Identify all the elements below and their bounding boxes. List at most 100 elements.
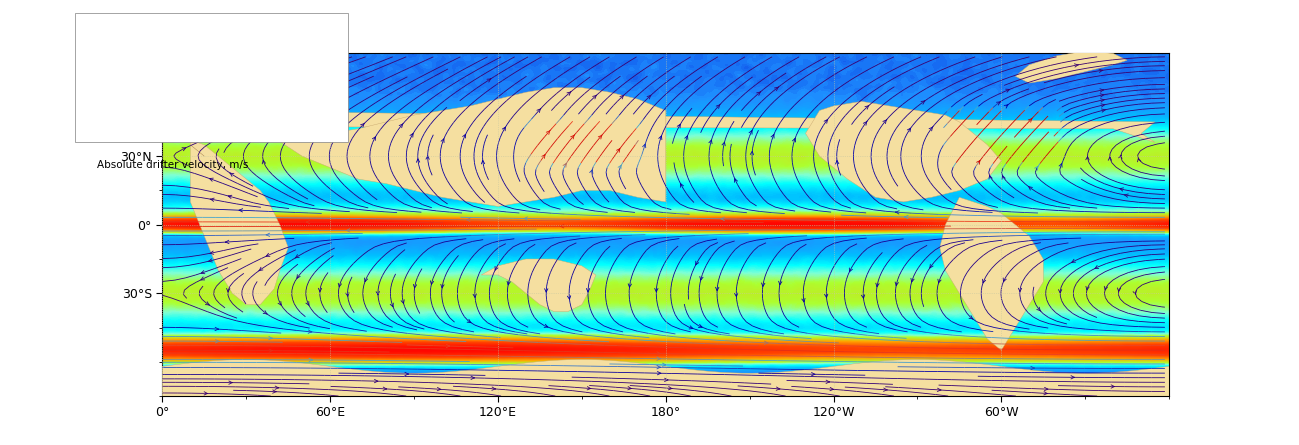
FancyArrowPatch shape — [1095, 266, 1099, 268]
Polygon shape — [191, 88, 666, 206]
FancyArrowPatch shape — [523, 217, 527, 220]
FancyArrowPatch shape — [801, 298, 805, 302]
FancyArrowPatch shape — [825, 294, 827, 298]
FancyArrowPatch shape — [430, 281, 434, 284]
FancyArrowPatch shape — [307, 220, 309, 224]
FancyArrowPatch shape — [201, 277, 205, 280]
FancyArrowPatch shape — [777, 387, 779, 390]
FancyArrowPatch shape — [722, 142, 725, 146]
FancyArrowPatch shape — [346, 293, 349, 296]
FancyArrowPatch shape — [592, 95, 596, 99]
FancyArrowPatch shape — [495, 267, 498, 270]
FancyArrowPatch shape — [1029, 186, 1033, 190]
FancyArrowPatch shape — [1034, 166, 1038, 170]
FancyArrowPatch shape — [1005, 89, 1009, 92]
FancyArrowPatch shape — [255, 135, 259, 138]
FancyArrowPatch shape — [209, 65, 213, 68]
FancyArrowPatch shape — [209, 178, 213, 181]
FancyArrowPatch shape — [774, 87, 778, 91]
FancyArrowPatch shape — [377, 291, 379, 295]
FancyArrowPatch shape — [1120, 188, 1124, 191]
FancyArrowPatch shape — [275, 386, 278, 389]
FancyArrowPatch shape — [756, 92, 761, 95]
FancyArrowPatch shape — [269, 349, 273, 352]
FancyArrowPatch shape — [647, 95, 651, 99]
FancyArrowPatch shape — [750, 130, 752, 134]
FancyArrowPatch shape — [374, 380, 378, 383]
FancyArrowPatch shape — [643, 144, 646, 148]
FancyArrowPatch shape — [201, 271, 205, 274]
FancyArrowPatch shape — [907, 128, 911, 132]
FancyArrowPatch shape — [440, 284, 444, 288]
FancyArrowPatch shape — [989, 175, 992, 179]
FancyArrowPatch shape — [883, 388, 887, 391]
FancyArrowPatch shape — [297, 275, 300, 278]
FancyArrowPatch shape — [373, 137, 375, 141]
FancyArrowPatch shape — [266, 233, 270, 236]
FancyArrowPatch shape — [681, 184, 683, 187]
FancyArrowPatch shape — [977, 161, 979, 164]
FancyArrowPatch shape — [657, 352, 660, 355]
FancyArrowPatch shape — [657, 357, 660, 360]
FancyArrowPatch shape — [1124, 194, 1129, 197]
FancyArrowPatch shape — [308, 330, 312, 333]
FancyArrowPatch shape — [792, 138, 795, 142]
Polygon shape — [939, 197, 1043, 350]
FancyArrowPatch shape — [1059, 164, 1063, 167]
FancyArrowPatch shape — [938, 279, 940, 283]
FancyArrowPatch shape — [911, 278, 914, 282]
FancyArrowPatch shape — [466, 218, 470, 222]
FancyArrowPatch shape — [566, 92, 572, 95]
FancyArrowPatch shape — [830, 388, 834, 391]
FancyArrowPatch shape — [876, 283, 879, 287]
FancyArrowPatch shape — [212, 110, 216, 113]
FancyArrowPatch shape — [212, 105, 216, 109]
FancyArrowPatch shape — [677, 124, 681, 128]
FancyArrowPatch shape — [365, 278, 368, 282]
FancyArrowPatch shape — [269, 336, 273, 340]
FancyArrowPatch shape — [462, 134, 465, 138]
FancyArrowPatch shape — [230, 173, 234, 176]
FancyArrowPatch shape — [620, 95, 624, 99]
FancyArrowPatch shape — [442, 139, 444, 142]
FancyArrowPatch shape — [1002, 176, 1005, 179]
FancyArrowPatch shape — [957, 109, 961, 113]
FancyArrowPatch shape — [590, 170, 592, 174]
FancyArrowPatch shape — [716, 104, 720, 109]
FancyArrowPatch shape — [1070, 376, 1074, 379]
FancyArrowPatch shape — [205, 302, 209, 305]
FancyArrowPatch shape — [309, 358, 313, 362]
FancyArrowPatch shape — [1086, 286, 1089, 290]
FancyArrowPatch shape — [226, 240, 229, 243]
FancyArrowPatch shape — [259, 267, 262, 271]
FancyArrowPatch shape — [930, 264, 933, 268]
FancyArrowPatch shape — [1111, 385, 1115, 388]
FancyArrowPatch shape — [921, 101, 925, 104]
FancyArrowPatch shape — [447, 344, 449, 348]
FancyArrowPatch shape — [262, 160, 265, 164]
FancyArrowPatch shape — [438, 388, 440, 391]
FancyArrowPatch shape — [390, 303, 394, 307]
FancyArrowPatch shape — [487, 79, 491, 82]
FancyArrowPatch shape — [347, 229, 349, 232]
FancyArrowPatch shape — [278, 99, 282, 102]
FancyArrowPatch shape — [883, 119, 887, 124]
FancyArrowPatch shape — [824, 120, 827, 123]
Text: Absolute drifter velocity, m/s: Absolute drifter velocity, m/s — [97, 160, 249, 170]
FancyArrowPatch shape — [996, 102, 1000, 105]
FancyArrowPatch shape — [865, 105, 869, 109]
FancyArrowPatch shape — [1018, 288, 1022, 291]
FancyArrowPatch shape — [536, 109, 540, 113]
FancyArrowPatch shape — [208, 259, 213, 262]
FancyArrowPatch shape — [1133, 291, 1137, 294]
FancyArrowPatch shape — [895, 211, 899, 214]
FancyArrowPatch shape — [929, 126, 933, 131]
FancyArrowPatch shape — [734, 293, 738, 296]
FancyArrowPatch shape — [1108, 157, 1112, 160]
FancyArrowPatch shape — [1100, 89, 1104, 92]
FancyArrowPatch shape — [182, 148, 186, 151]
FancyArrowPatch shape — [734, 178, 738, 182]
FancyArrowPatch shape — [826, 380, 830, 384]
Polygon shape — [162, 88, 1155, 142]
FancyArrowPatch shape — [562, 163, 566, 167]
